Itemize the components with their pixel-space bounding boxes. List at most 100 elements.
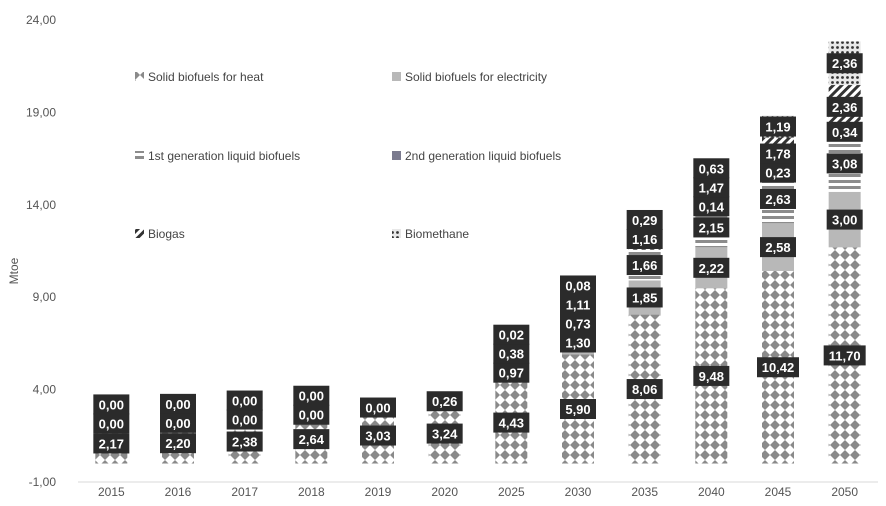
data-label: 3,00 [832,213,857,228]
x-tick-label: 2020 [431,485,458,499]
data-label-box [693,257,730,278]
data-label-box [760,143,796,164]
data-label: 0,97 [499,366,524,381]
data-label: 1,78 [765,147,790,162]
data-label: 3,08 [832,156,857,171]
legend-swatch [135,229,144,238]
data-label-box [693,158,730,179]
data-label: 0,00 [299,389,324,404]
data-label-box [360,425,396,446]
y-tick-label: 24,00 [26,13,56,27]
legend-swatch [135,151,144,160]
x-tick-label: 2030 [565,485,592,499]
x-tick-label: 2018 [298,485,325,499]
data-label-box [826,153,863,174]
data-label: 8,06 [632,382,657,397]
data-label: 0,00 [232,413,257,428]
data-label: 0,08 [565,278,590,293]
data-label: 0,38 [499,347,524,362]
data-label-box [93,394,130,415]
data-label: 2,22 [699,261,724,276]
data-label: 1,30 [565,335,590,350]
data-label: 0,34 [832,125,858,140]
data-label: 0,00 [99,397,124,412]
data-label-box [226,431,263,452]
y-tick-label: 14,00 [26,198,56,212]
x-tick-label: 2050 [831,485,858,499]
data-label-box [426,391,463,412]
data-label-box [493,362,530,383]
legend-label: 1st generation liquid biofuels [148,149,300,163]
data-label-box [757,357,799,378]
x-tick-label: 2015 [98,485,125,499]
data-label-box [160,433,196,454]
data-label-box [560,313,596,334]
data-label-box [226,390,263,411]
legend-label: Solid biofuels for electricity [405,70,547,84]
data-label-box [626,255,663,276]
data-label-box [93,413,130,434]
data-label-box [493,324,530,345]
data-label: 2,36 [832,100,857,115]
data-label: 2,38 [232,435,257,450]
data-label: 1,19 [765,120,790,135]
data-label-box [626,228,663,249]
bars-layer [95,41,861,464]
data-label-box [493,343,530,364]
legend-label: Biogas [148,227,185,241]
legend-label: 2nd generation liquid biofuels [405,149,561,163]
data-label-box [560,275,596,296]
y-axis-label: Mtoe [7,257,21,284]
data-label-box [760,237,796,258]
legend-swatch [135,72,144,81]
data-label: 0,29 [632,213,657,228]
data-label: 10,42 [762,360,795,375]
data-label-box [826,121,863,142]
data-label-box [160,412,196,433]
data-label-box [693,217,730,238]
data-label-box [626,379,663,400]
data-label-box [693,365,730,386]
data-label-box [626,209,663,230]
data-label: 3,24 [432,427,458,442]
data-label: 2,64 [299,432,325,447]
data-label-box [693,196,730,217]
data-label-box [626,287,663,308]
data-label: 2,63 [765,192,790,207]
data-label: 0,00 [365,401,390,416]
data-label-box [823,345,866,366]
y-tick-label: 4,00 [33,383,57,397]
data-label: 9,48 [699,369,724,384]
data-label-box [760,162,796,183]
data-label-box [493,412,530,433]
data-label: 4,43 [499,416,524,431]
data-label-box [826,209,863,230]
data-label: 2,17 [99,436,124,451]
data-label: 0,26 [432,394,457,409]
legend-label: Biomethane [405,227,469,241]
x-tick-label: 2025 [498,485,525,499]
legend-label: Solid biofuels for heat [148,70,264,84]
data-label: 0,00 [232,394,257,409]
legend-swatch [392,229,401,238]
data-label-box [293,385,330,406]
data-label-box [826,53,863,74]
data-label-box [226,409,263,430]
data-label: 11,70 [829,348,861,363]
data-label-box [560,399,596,420]
x-tick-label: 2017 [231,485,258,499]
data-label: 1,47 [699,180,724,195]
data-label: 1,85 [632,290,657,305]
data-label: 1,16 [632,232,657,247]
x-tick-label: 2035 [631,485,658,499]
data-label: 0,00 [165,416,190,431]
data-label-box [760,188,796,209]
data-label: 0,14 [699,199,725,214]
data-label-box [560,332,596,353]
y-tick-label: 19,00 [26,105,56,119]
data-label-box [360,397,396,418]
data-label-box [93,433,130,454]
x-tick-label: 2040 [698,485,725,499]
data-label-box [426,423,463,444]
data-label-box [826,96,863,117]
